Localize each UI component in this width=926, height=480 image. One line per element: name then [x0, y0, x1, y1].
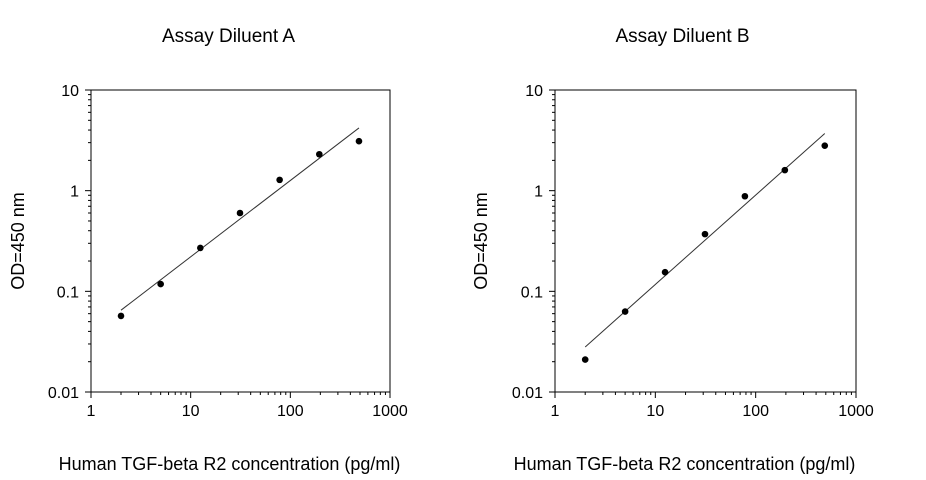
y-tick-label: 0.1: [57, 284, 79, 301]
x-tick-label: 1: [551, 403, 560, 420]
x-tick-label: 1: [87, 403, 96, 420]
chart-title: Assay Diluent B: [615, 26, 750, 47]
x-axis-label: Human TGF-beta R2 concentration (pg/ml): [58, 454, 401, 474]
data-point: [781, 166, 789, 174]
x-tick-label: 100: [742, 403, 769, 420]
x-tick-label: 10: [182, 403, 200, 420]
y-tick-label: 1: [70, 184, 79, 201]
data-point: [276, 176, 283, 184]
data-point: [661, 268, 669, 276]
chart-plot-b: 1 10 100 1000 0.01 0.1 1 10 OD=450 nm: [471, 83, 874, 420]
data-point: [701, 230, 709, 238]
data-point: [621, 308, 629, 315]
x-tick-label: 10: [646, 403, 664, 420]
data-point: [197, 244, 204, 252]
y-tick-label: 1: [534, 184, 543, 201]
data-point: [355, 137, 363, 145]
data-point: [236, 209, 244, 217]
plot-frame: [554, 89, 857, 393]
y-tick-label: 0.01: [512, 385, 543, 402]
x-tick-label: 100: [277, 403, 304, 420]
chart-plot-a: 1 10 100 1000 0.01 0.1 1 10 OD=450 nm: [8, 83, 408, 420]
y-tick-label: 0.01: [48, 385, 79, 402]
x-tick-label: 1000: [838, 403, 874, 420]
x-tick-label: 1000: [372, 403, 408, 420]
data-point: [581, 356, 589, 363]
y-axis-label: OD=450 nm: [471, 192, 491, 290]
data-point: [157, 280, 164, 288]
chart-panel-a: Assay Diluent A 1 10 100 1000 0.01 0.1 1 10 OD=4…: [8, 26, 408, 474]
y-tick-label: 0.1: [521, 284, 543, 301]
data-point: [117, 312, 125, 320]
y-tick-label: 10: [61, 83, 79, 100]
data-point: [741, 192, 749, 200]
fit-line: [584, 133, 826, 348]
fit-line: [120, 127, 360, 311]
data-point: [316, 150, 323, 158]
chart-title: Assay Diluent A: [161, 26, 296, 47]
y-tick-label: 10: [525, 83, 543, 100]
x-axis-label: Human TGF-beta R2 concentration (pg/ml): [513, 454, 856, 474]
y-axis-label: OD=450 nm: [8, 192, 28, 290]
plot-frame: [90, 89, 391, 393]
chart-panel-b: Assay Diluent B 1 10 100 1000 0.01 0.1 1 10 OD=4…: [463, 0, 926, 480]
data-point: [821, 142, 829, 149]
